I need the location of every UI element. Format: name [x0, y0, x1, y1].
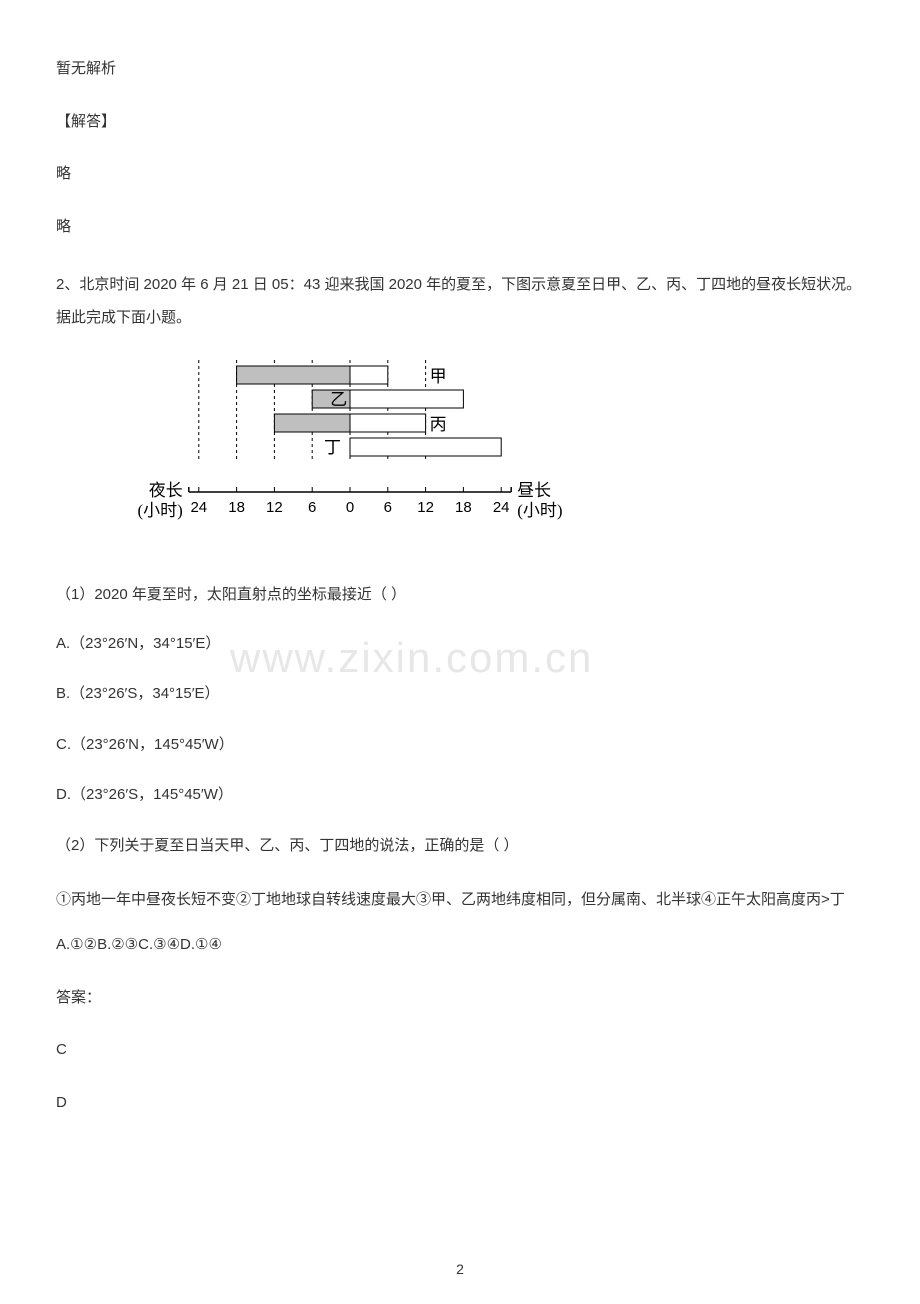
- svg-text:(小时): (小时): [517, 501, 562, 520]
- answer-1: C: [56, 1039, 864, 1062]
- q2-sub2-options: A.①②B.②③C.③④D.①④: [56, 934, 864, 957]
- solution-header: 【解答】: [56, 111, 864, 134]
- q2-sub1-opt-c: C.（23°26′N，145°45′W）: [56, 734, 864, 757]
- svg-text:丁: 丁: [324, 438, 341, 457]
- svg-text:甲: 甲: [430, 367, 447, 386]
- page-number: 2: [0, 1259, 920, 1280]
- svg-text:丙: 丙: [430, 415, 447, 434]
- no-analysis-text: 暂无解析: [56, 58, 864, 81]
- answer-2: D: [56, 1092, 864, 1115]
- svg-text:24: 24: [493, 499, 510, 516]
- svg-text:6: 6: [308, 499, 316, 516]
- q2-sub1-opt-b: B.（23°26′S，34°15′E）: [56, 683, 864, 706]
- q2-sub2-statements: ①丙地一年中昼夜长短不变②丁地地球自转线速度最大③甲、乙两地纬度相同，但分属南、…: [56, 883, 864, 916]
- q2-sub1: （1）2020 年夏至时，太阳直射点的坐标最接近（ ）: [56, 584, 864, 607]
- svg-text:乙: 乙: [330, 390, 347, 409]
- svg-text:6: 6: [384, 499, 392, 516]
- svg-text:昼长: 昼长: [517, 481, 551, 500]
- svg-text:12: 12: [417, 499, 434, 516]
- svg-text:18: 18: [455, 499, 472, 516]
- svg-text:夜长: 夜长: [149, 481, 183, 500]
- brief-2: 略: [56, 216, 864, 239]
- svg-text:(小时): (小时): [137, 501, 182, 520]
- q2-sub1-opt-d: D.（23°26′S，145°45′W）: [56, 784, 864, 807]
- q2-stem: 2、北京时间 2020 年 6 月 21 日 05：43 迎来我国 2020 年…: [56, 268, 864, 334]
- svg-text:24: 24: [190, 499, 207, 516]
- answer-label: 答案：: [56, 987, 864, 1010]
- day-night-chart: 甲乙丙丁241812606121824夜长(小时)昼长(小时): [56, 352, 864, 552]
- svg-text:18: 18: [228, 499, 245, 516]
- q2-sub1-opt-a: A.（23°26′N，34°15′E）: [56, 633, 864, 656]
- svg-text:12: 12: [266, 499, 283, 516]
- q2-sub2: （2）下列关于夏至日当天甲、乙、丙、丁四地的说法，正确的是（ ）: [56, 835, 864, 858]
- day-night-chart-svg: 甲乙丙丁241812606121824夜长(小时)昼长(小时): [120, 352, 580, 552]
- brief-1: 略: [56, 163, 864, 186]
- svg-text:0: 0: [346, 499, 354, 516]
